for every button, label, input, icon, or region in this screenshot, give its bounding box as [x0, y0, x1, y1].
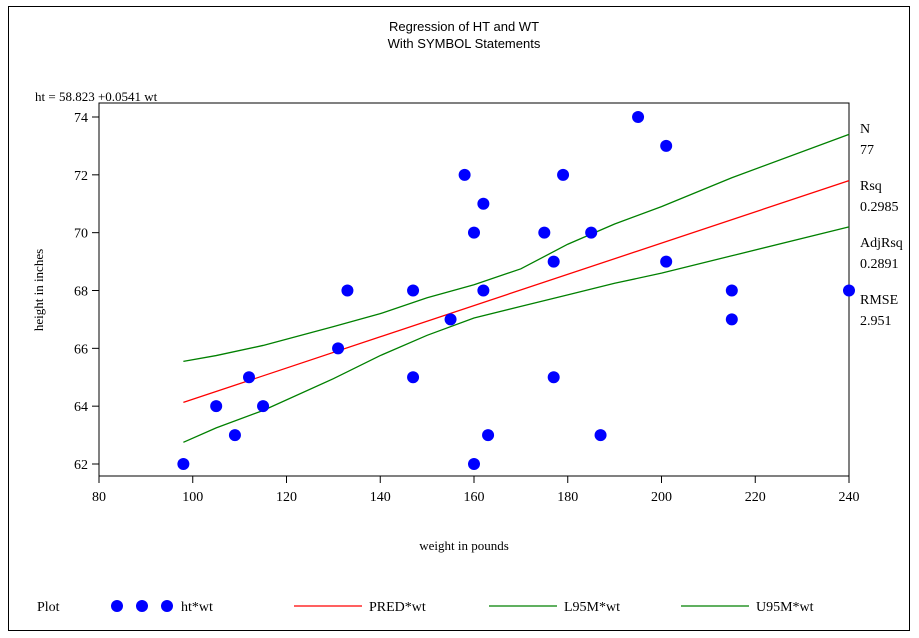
data-point [725, 284, 738, 297]
chart-title: Regression of HT and WT [389, 19, 539, 34]
x-tick-label: 200 [651, 490, 672, 505]
pred-line [183, 180, 850, 404]
stat-value: 0.2891 [860, 257, 899, 272]
data-point [257, 400, 270, 413]
x-tick-label: 160 [464, 490, 485, 505]
data-point [547, 255, 560, 268]
stat-label: AdjRsq [860, 236, 903, 251]
data-point [468, 226, 480, 239]
legend-label: PRED*wt [369, 600, 426, 615]
legend-symbol [111, 600, 123, 612]
fit-lines [183, 133, 850, 443]
x-tick-label: 100 [182, 490, 203, 505]
legend-label: L95M*wt [564, 600, 620, 615]
stat-value: 77 [860, 143, 874, 158]
regression-chart: Regression of HT and WT With SYMBOL Stat… [31, 19, 903, 615]
stat-label: N [860, 122, 870, 137]
x-axis: 80 100 120 140 160 180 200 220 240 [92, 476, 860, 505]
y-tick-label: 70 [74, 227, 88, 242]
y-tick-label: 68 [74, 285, 88, 300]
legend-symbol [136, 600, 148, 612]
x-axis-label: weight in pounds [419, 538, 509, 553]
u95m-line [183, 133, 850, 362]
data-point [332, 342, 345, 355]
data-point [177, 458, 190, 470]
x-tick-label: 180 [557, 490, 578, 505]
data-point [632, 111, 645, 123]
x-tick-label: 240 [839, 490, 860, 505]
data-point [444, 313, 457, 326]
y-axis: 62 64 66 68 70 72 74 [74, 111, 99, 473]
data-point [477, 197, 490, 210]
data-point [407, 284, 420, 297]
stat-label: RMSE [860, 293, 898, 308]
legend-label: U95M*wt [756, 600, 814, 615]
y-axis-label: height in inches [31, 249, 46, 331]
data-point [482, 429, 495, 442]
x-tick-label: 220 [745, 490, 766, 505]
data-point [407, 371, 420, 384]
legend: Plot ht*wt PRED*wt L95M*wt U95M*wt [37, 600, 814, 615]
regression-equation: ht = 58.823 +0.0541 wt [35, 89, 158, 104]
x-tick-label: 80 [92, 490, 106, 505]
data-point [585, 226, 598, 239]
legend-symbol [161, 600, 173, 612]
y-tick-label: 72 [74, 169, 88, 184]
data-point [210, 400, 223, 413]
chart-frame: Regression of HT and WT With SYMBOL Stat… [8, 6, 910, 631]
fit-statistics: N 77 Rsq 0.2985 AdjRsq 0.2891 RMSE 2.951 [860, 122, 903, 329]
y-tick-label: 62 [74, 458, 88, 473]
data-point [458, 168, 471, 181]
y-tick-label: 64 [74, 400, 88, 415]
x-tick-label: 120 [276, 490, 297, 505]
l95m-line [183, 226, 850, 443]
data-point [538, 226, 551, 239]
data-point [660, 139, 673, 152]
data-point [660, 255, 673, 268]
y-tick-label: 74 [74, 111, 88, 126]
stat-value: 0.2985 [860, 200, 899, 215]
y-tick-label: 66 [74, 342, 88, 357]
legend-title: Plot [37, 600, 60, 615]
data-point [557, 168, 570, 181]
data-point [477, 284, 490, 297]
x-tick-label: 140 [370, 490, 391, 505]
legend-label: ht*wt [181, 600, 213, 615]
data-point [843, 284, 855, 297]
data-point [547, 371, 560, 384]
data-point [594, 429, 607, 442]
data-point [468, 458, 480, 470]
stat-value: 2.951 [860, 314, 892, 329]
scatter-points [177, 111, 855, 470]
data-point [228, 429, 241, 442]
data-point [243, 371, 255, 384]
data-point [725, 313, 738, 326]
data-point [341, 284, 354, 297]
stat-label: Rsq [860, 179, 882, 194]
chart-subtitle: With SYMBOL Statements [388, 36, 541, 51]
